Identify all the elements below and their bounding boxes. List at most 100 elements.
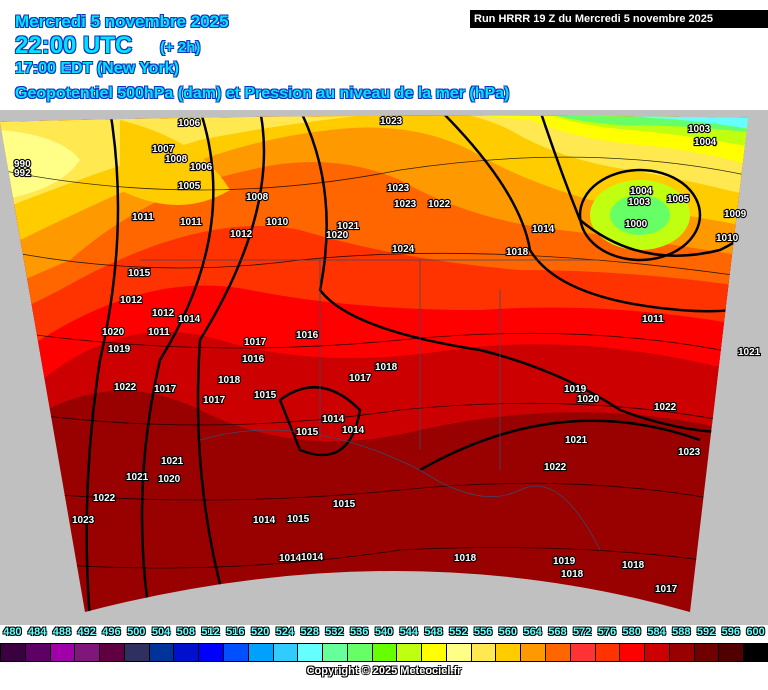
pressure-label: 1012 [152, 308, 175, 319]
colorbar-label: 576 [597, 626, 617, 638]
pressure-label: 1015 [254, 390, 277, 401]
local-time: 17:00 EDT (New York) [15, 60, 179, 77]
colorbar-label: 500 [127, 626, 146, 638]
colorbar-label: 552 [449, 626, 468, 638]
pressure-label: 1019 [108, 344, 131, 355]
pressure-label: 1006 [178, 118, 201, 129]
pressure-label: 1021 [161, 456, 184, 467]
pressure-label: 1014 [322, 414, 345, 425]
colorbar-cell [743, 643, 768, 662]
pressure-label: 1015 [296, 427, 319, 438]
colorbar-label: 484 [27, 626, 47, 638]
colorbar-cell [693, 643, 720, 662]
colorbar-label: 584 [647, 626, 666, 638]
pressure-label: 1020 [577, 394, 600, 405]
pressure-label: 1021 [565, 435, 588, 446]
map-description: Geopotentiel 500hPa (dam) et Pression au… [15, 85, 510, 102]
colorbar-cell [396, 643, 423, 662]
colorbar-cell [445, 643, 472, 662]
pressure-label: 1008 [246, 192, 269, 203]
pressure-label: 1003 [688, 124, 711, 135]
pressure-label: 1014 [279, 553, 302, 564]
pressure-label: 1021 [126, 472, 149, 483]
pressure-label: 1017 [203, 395, 226, 406]
pressure-label: 990 [14, 159, 31, 170]
pressure-label: 1014 [532, 224, 555, 235]
pressure-label: 1005 [178, 181, 201, 192]
isobars [0, 156, 748, 571]
pressure-label: 1017 [154, 384, 177, 395]
colorbar-cell [594, 643, 621, 662]
pressure-label: 1020 [326, 230, 349, 241]
pressure-label: 1012 [230, 229, 253, 240]
colorbar-cell [545, 643, 571, 662]
colorbar-cell [668, 643, 695, 662]
pressure-label: 1023 [380, 116, 403, 127]
pressure-label: 1014 [178, 314, 201, 325]
run-info: Run HRRR 19 Z du Mercredi 5 novembre 202… [470, 10, 768, 28]
pressure-label: 1020 [158, 474, 181, 485]
pressure-label: 1019 [564, 384, 587, 395]
pressure-label: 1009 [724, 209, 747, 220]
pressure-label: 1011 [180, 217, 202, 228]
colorbar-cell [421, 643, 447, 662]
colorbar-label: 588 [672, 626, 691, 638]
colorbar-cell [644, 643, 670, 662]
pressure-label: 1015 [333, 499, 356, 510]
pressure-label: 1011 [132, 212, 154, 223]
colorbar-label: 496 [102, 626, 121, 638]
colorbar-label: 572 [573, 626, 592, 638]
pressure-label: 1018 [218, 375, 241, 386]
pressure-label: 1018 [561, 569, 584, 580]
borders [140, 259, 601, 551]
colorbar-label: 564 [523, 626, 542, 638]
colorbar-label: 520 [250, 626, 270, 638]
pressure-label: 1014 [253, 515, 276, 526]
colorbar-cell [123, 643, 150, 662]
pressure-label: 1021 [337, 221, 360, 232]
colorbar-label: 596 [721, 626, 741, 638]
pressure-label: 1000 [625, 219, 648, 230]
colorbar-cell [569, 643, 596, 662]
pressure-label: 1011 [148, 327, 170, 338]
colorbar-cell [495, 643, 522, 662]
pressure-label: 1010 [716, 233, 739, 244]
pressure-label: 1017 [349, 373, 372, 384]
colorbar-label: 516 [226, 626, 245, 638]
pressure-label: 1023 [394, 199, 417, 210]
forecast-date: Mercredi 5 novembre 2025 [15, 12, 229, 31]
colorbar-cell [198, 643, 224, 662]
colorbar-label: 544 [399, 626, 418, 638]
pressure-label: 1022 [544, 462, 567, 473]
pressure-label: 1019 [553, 556, 576, 567]
colorbar-label: 580 [622, 626, 641, 638]
pressure-label: 1022 [654, 402, 677, 413]
pressure-label: 1007 [152, 144, 175, 155]
colorbar-label: 592 [696, 626, 716, 638]
pressure-label: 1008 [165, 154, 188, 165]
colorbar-cell [74, 643, 101, 662]
pressure-label: 1005 [667, 194, 690, 205]
pressure-label: 1010 [266, 217, 289, 228]
colorbar-cell [470, 643, 497, 662]
pressure-label: 1023 [72, 515, 95, 526]
colorbar-cell [222, 643, 249, 662]
colorbar-label: 532 [325, 626, 344, 638]
colorbar-cell [371, 643, 398, 662]
pressure-label: 1021 [738, 347, 761, 358]
pressure-label: 1023 [678, 447, 701, 458]
pressure-label: 1011 [642, 314, 664, 325]
pressure-label: 1018 [454, 553, 477, 564]
colorbar-cell [148, 643, 175, 662]
colorbar-label: 480 [3, 626, 22, 638]
colorbar-cell [322, 643, 348, 662]
colorbar-cell [346, 643, 373, 662]
pressure-label: 1018 [506, 247, 529, 258]
colorbar-cell [99, 643, 125, 662]
pressure-label: 1015 [287, 514, 310, 525]
pressure-label: 1015 [128, 268, 151, 279]
pressure-label: 1003 [628, 197, 651, 208]
colorbar-label: 512 [201, 626, 220, 638]
